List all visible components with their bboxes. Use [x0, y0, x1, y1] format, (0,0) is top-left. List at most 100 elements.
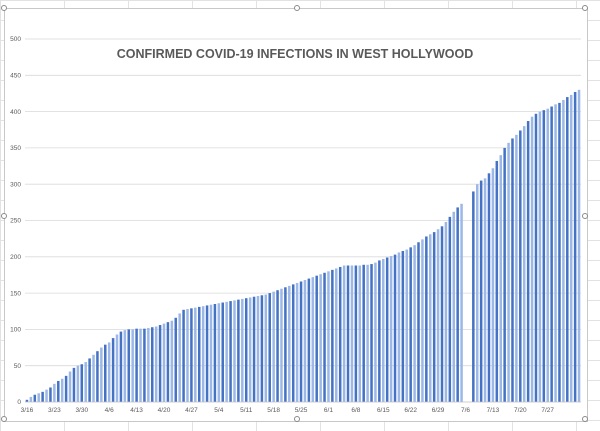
bar [511, 138, 514, 402]
y-tick-label: 0 [17, 399, 21, 406]
bar [72, 367, 76, 402]
bar [190, 308, 193, 402]
bar [107, 342, 111, 402]
resize-handle-bottom[interactable] [294, 416, 300, 422]
bar [444, 221, 448, 402]
bar [182, 309, 185, 402]
y-tick-label: 250 [10, 218, 21, 225]
y-tick-label: 200 [10, 254, 21, 261]
bar [479, 180, 483, 402]
bar [550, 106, 553, 403]
bar [358, 265, 362, 402]
bar [573, 92, 577, 402]
bar [491, 168, 495, 402]
bar [29, 396, 33, 402]
resize-handle-left[interactable] [1, 213, 7, 219]
bar [448, 216, 452, 402]
bar [331, 269, 334, 402]
resize-handle-right[interactable] [582, 213, 588, 219]
bar [452, 211, 455, 402]
y-tick-label: 450 [10, 73, 21, 80]
bar [80, 364, 84, 402]
x-tick-label: 5/4 [214, 407, 223, 414]
bar [346, 265, 350, 402]
bar [268, 293, 271, 402]
resize-handle-bottom-left[interactable] [1, 416, 7, 422]
bar [194, 307, 197, 402]
bar [186, 309, 189, 402]
bar [197, 306, 201, 402]
bar-series [25, 89, 581, 403]
bar [166, 322, 170, 402]
bar [546, 108, 549, 402]
bar [393, 254, 397, 402]
bar [201, 306, 205, 402]
bar [158, 325, 162, 402]
bar [37, 393, 40, 402]
x-tick-label: 3/16 [21, 407, 34, 414]
bar [475, 184, 479, 402]
bar [104, 344, 107, 402]
bar [295, 282, 299, 402]
bar [244, 298, 248, 402]
bar [96, 351, 99, 402]
x-tick-label: 6/1 [324, 407, 333, 414]
bar [515, 134, 518, 402]
bar [221, 302, 224, 402]
x-tick-label: 5/11 [240, 407, 253, 414]
bar [41, 391, 44, 402]
bar [538, 111, 542, 402]
bar [522, 126, 526, 403]
chart: 0 50 100 150 200 250 300 350 400 450 500 3/16 3/23 3/… [10, 36, 581, 414]
bar [233, 300, 236, 402]
bar [562, 99, 565, 402]
bar [534, 113, 538, 402]
y-tick-label: 150 [10, 290, 21, 297]
bar [362, 264, 365, 402]
bar [323, 272, 326, 402]
bar [252, 296, 256, 402]
resize-handle-top-left[interactable] [1, 5, 7, 11]
x-tick-label: 7/6 [461, 407, 470, 414]
bar [440, 226, 444, 402]
bar [456, 207, 459, 402]
bar [178, 313, 181, 402]
bar [64, 375, 68, 402]
bar [315, 275, 318, 402]
bar [147, 327, 150, 402]
bar [170, 320, 174, 402]
bar [335, 268, 338, 402]
bar [237, 299, 240, 402]
bar [558, 102, 561, 402]
resize-handle-top[interactable] [294, 5, 300, 11]
bar [526, 121, 530, 402]
x-tick-label: 4/27 [185, 407, 198, 414]
bar [338, 266, 342, 402]
bar [487, 173, 491, 402]
bar [92, 354, 95, 402]
bar [389, 256, 393, 402]
bar [311, 277, 315, 402]
bar [272, 291, 275, 402]
bar [401, 250, 405, 402]
bar [460, 203, 463, 402]
bar [53, 383, 56, 402]
bar [397, 252, 401, 402]
bar [569, 94, 573, 403]
bar [256, 296, 260, 402]
chart-container[interactable]: 0 50 100 150 200 250 300 350 400 450 500 3/16 3/23 3/… [1, 5, 588, 422]
bar [503, 147, 506, 402]
bar [76, 365, 80, 402]
bar [217, 303, 221, 402]
y-tick-label: 500 [10, 36, 21, 43]
resize-handle-top-right[interactable] [582, 5, 588, 11]
resize-handle-bottom-right[interactable] [582, 416, 588, 422]
bar [248, 297, 252, 402]
bar [382, 258, 385, 402]
bar [229, 301, 232, 402]
axes: 0 50 100 150 200 250 300 350 400 450 500 3/16 3/23 3/… [10, 36, 581, 414]
bar [45, 389, 48, 402]
bar [205, 305, 209, 402]
bar [378, 260, 381, 402]
bar [225, 301, 228, 402]
